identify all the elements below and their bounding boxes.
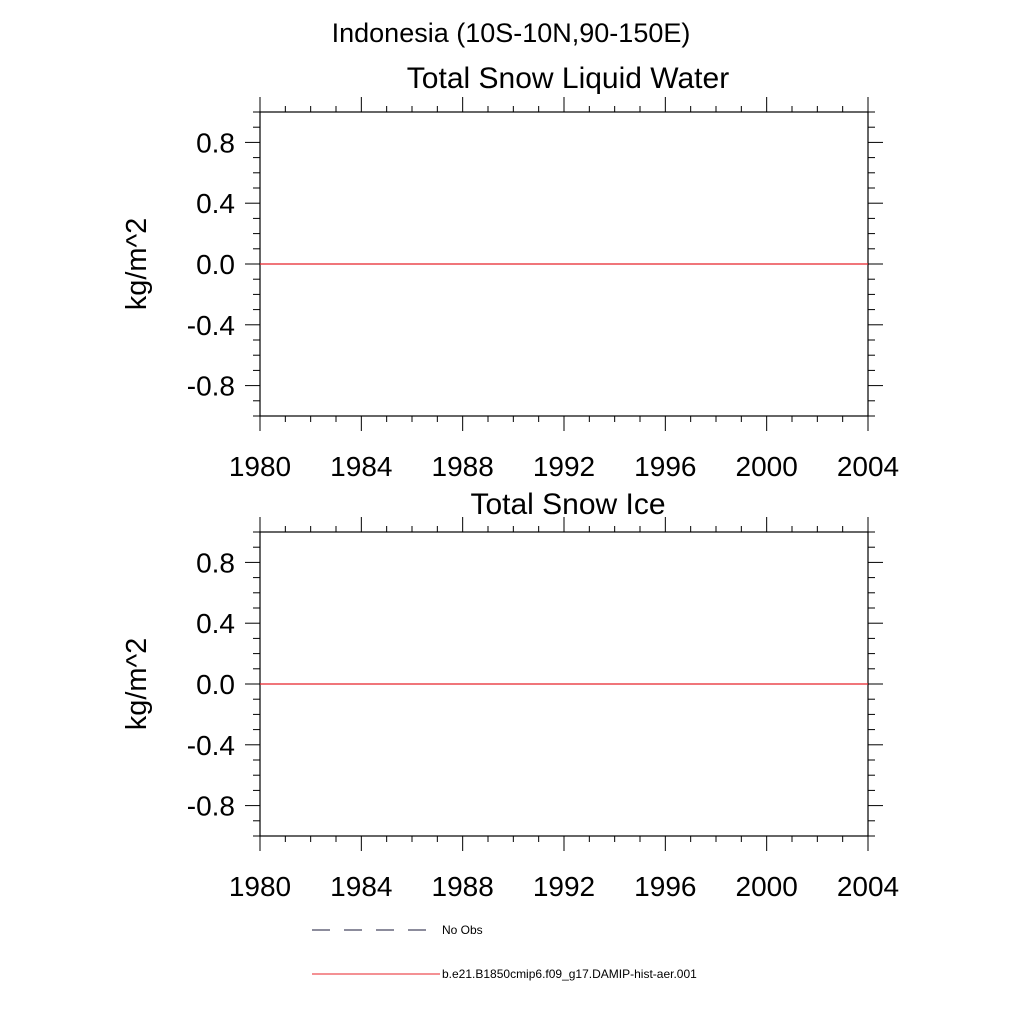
y-tick-label: -0.8 (187, 791, 235, 822)
legend-label-1: No Obs (442, 923, 483, 937)
x-tick-label: 2004 (837, 451, 899, 482)
legend: No Obs b.e21.B1850cmip6.f09_g17.DAMIP-his… (312, 923, 697, 981)
x-tick-label: 1984 (330, 451, 392, 482)
y-tick-label: 0.8 (196, 127, 235, 158)
y-tick-label: 0.8 (196, 547, 235, 578)
y-axis-label: kg/m^2 (121, 638, 153, 731)
chart-panels: Total Snow Liquid Water 1980 1984 1988 1992 1… (121, 62, 899, 902)
y-tick-label: 0.0 (196, 669, 235, 700)
x-tick-label: 2000 (736, 451, 798, 482)
x-tick-label: 2000 (736, 871, 798, 902)
y-tick-label: -0.4 (187, 310, 235, 341)
chart-title: Total Snow Liquid Water (407, 62, 729, 95)
y-tick-label: -0.8 (187, 371, 235, 402)
y-tick-label: 0.4 (196, 608, 235, 639)
x-tick-label: 1996 (634, 871, 696, 902)
chart-title: Total Snow Ice (470, 488, 665, 521)
x-tick-label: 1988 (432, 871, 494, 902)
x-tick-label: 1992 (533, 451, 595, 482)
x-tick-label: 1980 (229, 451, 291, 482)
x-tick-label: 1980 (229, 871, 291, 902)
y-tick-label: 0.4 (196, 188, 235, 219)
x-tick-label: 1992 (533, 871, 595, 902)
figure-suptitle: Indonesia (10S-10N,90-150E) (332, 18, 691, 48)
x-tick-label: 1996 (634, 451, 696, 482)
y-tick-label: 0.0 (196, 249, 235, 280)
legend-label-2: b.e21.B1850cmip6.f09_g17.DAMIP-hist-aer.… (442, 967, 697, 981)
chart-panel-1: Total Snow Liquid Water 1980 1984 1988 1992 1… (121, 62, 899, 482)
x-tick-label: 1984 (330, 871, 392, 902)
x-tick-label: 1988 (432, 451, 494, 482)
y-tick-label: -0.4 (187, 730, 235, 761)
y-axis-label: kg/m^2 (121, 218, 153, 311)
x-tick-label: 2004 (837, 871, 899, 902)
chart-panel-2: Total Snow Ice 1980 1984 1988 1992 1996 2000 20… (121, 488, 899, 902)
